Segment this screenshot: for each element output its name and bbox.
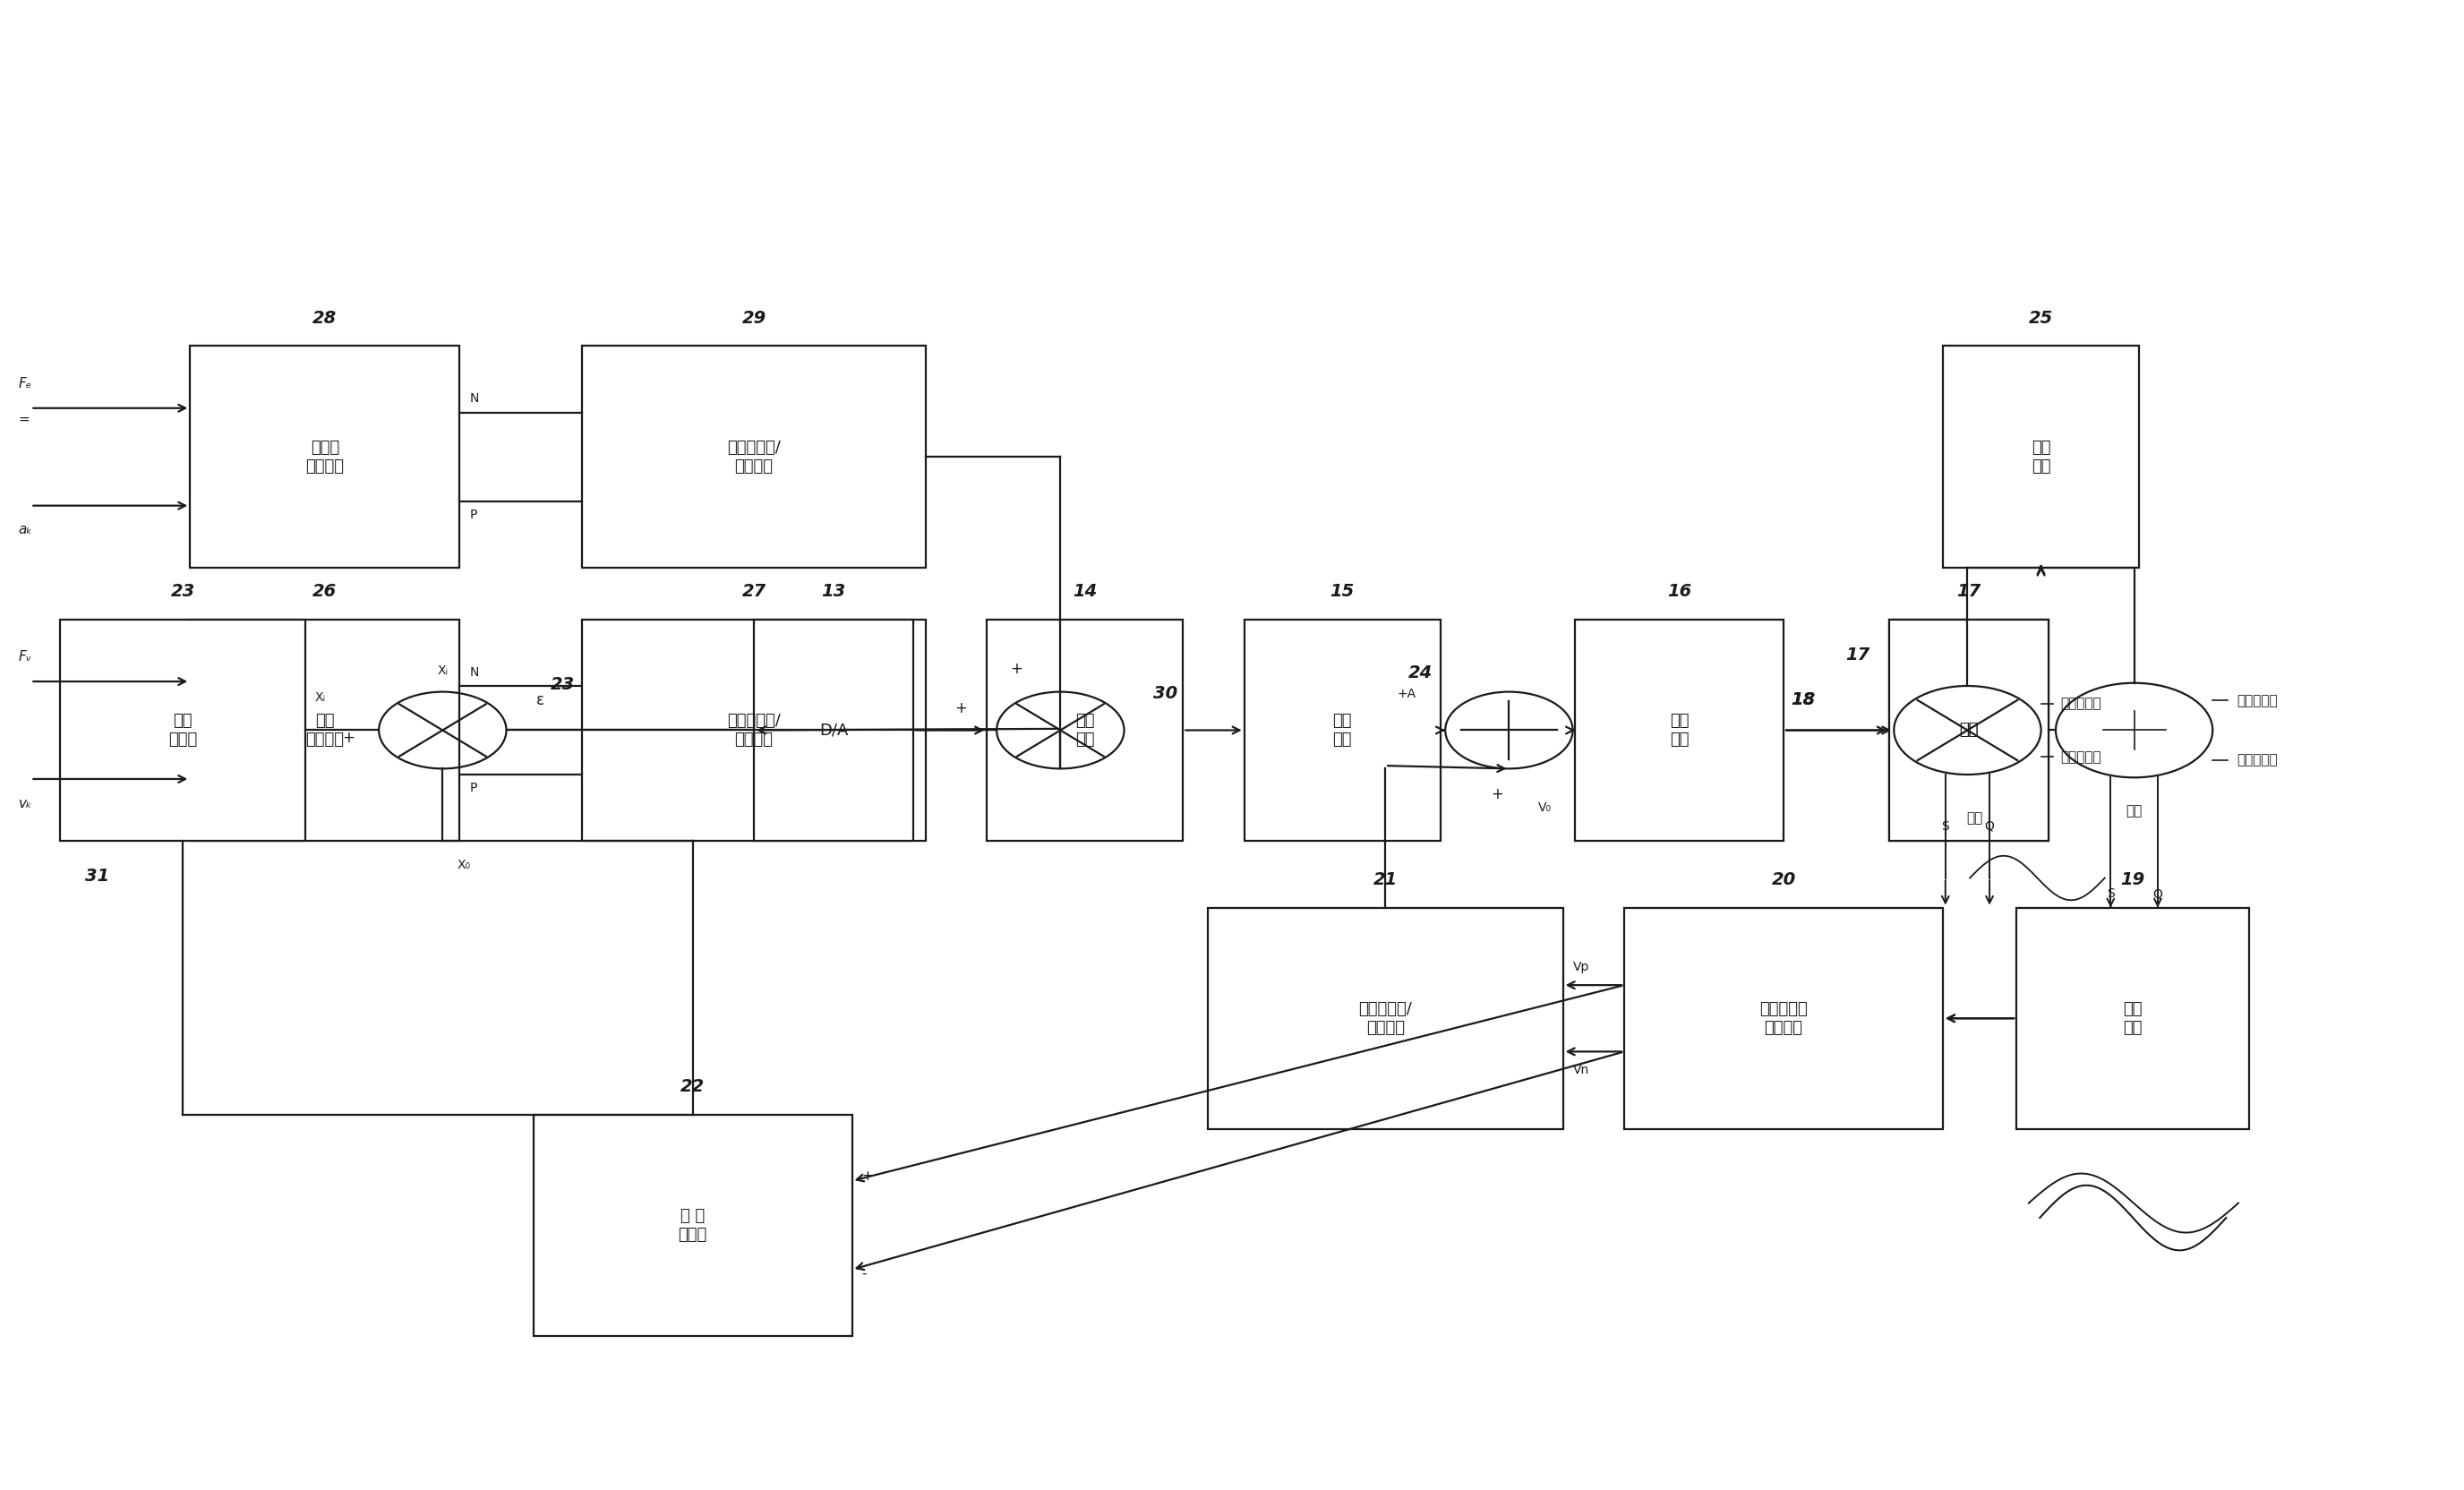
- Text: vₖ: vₖ: [17, 797, 32, 811]
- Text: 蜚形
电路: 蜚形 电路: [2124, 1001, 2144, 1036]
- FancyBboxPatch shape: [190, 620, 461, 840]
- Text: -: -: [862, 1268, 867, 1281]
- Text: 差分式速度/
电压转换: 差分式速度/ 电压转换: [727, 712, 781, 748]
- Text: 28: 28: [313, 310, 338, 326]
- Text: 加速度
正负控制: 加速度 正负控制: [306, 440, 345, 474]
- FancyBboxPatch shape: [190, 346, 461, 568]
- Text: Fᵥ: Fᵥ: [17, 650, 32, 663]
- Text: 差分式速度/
电压转换: 差分式速度/ 电压转换: [1358, 1001, 1412, 1036]
- Text: 18: 18: [1791, 691, 1816, 708]
- Text: Fₑ: Fₑ: [17, 377, 32, 390]
- Text: Xᵢ: Xᵢ: [436, 665, 448, 676]
- FancyBboxPatch shape: [1244, 620, 1441, 840]
- FancyBboxPatch shape: [2016, 907, 2250, 1129]
- Text: X₀: X₀: [458, 858, 471, 872]
- Text: 31: 31: [84, 867, 108, 885]
- Text: Q: Q: [1984, 820, 1993, 833]
- FancyBboxPatch shape: [582, 346, 926, 568]
- Text: 16: 16: [1668, 583, 1693, 600]
- Text: 光栅: 光栅: [1966, 812, 1984, 825]
- Text: 17: 17: [1956, 583, 1981, 600]
- Text: 控制
对象: 控制 对象: [2030, 440, 2050, 474]
- FancyBboxPatch shape: [988, 620, 1183, 840]
- Text: D/A: D/A: [818, 723, 848, 738]
- Text: +: +: [862, 1170, 872, 1183]
- Text: 光栅: 光栅: [2126, 805, 2141, 818]
- Text: 17: 17: [1846, 647, 1870, 663]
- Text: S: S: [1942, 820, 1949, 833]
- FancyBboxPatch shape: [1574, 620, 1784, 840]
- Text: 差分式加速/
电压转换: 差分式加速/ 电压转换: [727, 440, 781, 474]
- Text: N: N: [471, 393, 478, 405]
- Text: 正反转脉冲
分离逻辑: 正反转脉冲 分离逻辑: [1759, 1001, 1809, 1036]
- Text: Vp: Vp: [1572, 961, 1589, 973]
- Text: 13: 13: [821, 583, 845, 600]
- Text: 发光二极管: 发光二极管: [2060, 697, 2102, 711]
- Text: 电机: 电机: [1959, 723, 1979, 738]
- Text: ε: ε: [535, 691, 545, 708]
- Text: 29: 29: [742, 310, 766, 326]
- Text: 15: 15: [1331, 583, 1355, 600]
- FancyBboxPatch shape: [1207, 907, 1562, 1129]
- Text: S: S: [2107, 888, 2114, 900]
- Text: 光敏二极管: 光敏二极管: [2060, 749, 2102, 763]
- Text: 26: 26: [313, 583, 338, 600]
- Text: 30: 30: [1153, 685, 1178, 702]
- Text: N: N: [471, 666, 478, 678]
- Text: aₖ: aₖ: [17, 523, 32, 536]
- Text: 速度
正负控制: 速度 正负控制: [306, 712, 345, 748]
- Text: 21: 21: [1372, 872, 1397, 888]
- FancyBboxPatch shape: [59, 620, 306, 840]
- Text: 电机: 电机: [1959, 723, 1979, 738]
- Text: +: +: [956, 700, 968, 717]
- Text: Vn: Vn: [1572, 1064, 1589, 1076]
- Text: Xᵢ: Xᵢ: [315, 691, 325, 703]
- Text: 发光二极管: 发光二极管: [2237, 694, 2279, 708]
- Text: 24: 24: [1409, 665, 1434, 681]
- Text: 电压
放大: 电压 放大: [1333, 712, 1353, 748]
- Text: 光敏二极管: 光敏二极管: [2237, 752, 2279, 766]
- FancyBboxPatch shape: [532, 1115, 853, 1337]
- Text: 单联
校正: 单联 校正: [1074, 712, 1094, 748]
- Text: 19: 19: [2122, 872, 2146, 888]
- Text: 14: 14: [1072, 583, 1096, 600]
- FancyBboxPatch shape: [1890, 620, 2048, 840]
- Text: V₀: V₀: [1538, 802, 1552, 814]
- Text: 可 逆
计算器: 可 逆 计算器: [678, 1208, 707, 1243]
- Text: 可逆
计算器: 可逆 计算器: [168, 712, 197, 748]
- Text: P: P: [471, 782, 478, 794]
- Text: 27: 27: [742, 583, 766, 600]
- FancyBboxPatch shape: [1944, 346, 2139, 568]
- FancyBboxPatch shape: [1890, 620, 2048, 840]
- FancyBboxPatch shape: [754, 620, 914, 840]
- Text: +A: +A: [1397, 688, 1417, 700]
- Text: 22: 22: [680, 1079, 705, 1095]
- Text: 25: 25: [2028, 310, 2053, 326]
- Text: 23: 23: [170, 583, 195, 600]
- Text: Q: Q: [2154, 888, 2163, 900]
- Text: 18: 18: [1791, 691, 1816, 708]
- Text: +: +: [1010, 662, 1023, 676]
- Text: 功率
放大: 功率 放大: [1671, 712, 1688, 748]
- FancyBboxPatch shape: [582, 620, 926, 840]
- Text: 20: 20: [1772, 872, 1796, 888]
- Text: P: P: [471, 508, 478, 522]
- Text: =: =: [17, 413, 30, 426]
- Text: 23: 23: [549, 676, 574, 693]
- Text: +: +: [342, 730, 355, 745]
- Text: +: +: [1491, 787, 1503, 803]
- FancyBboxPatch shape: [1624, 907, 1944, 1129]
